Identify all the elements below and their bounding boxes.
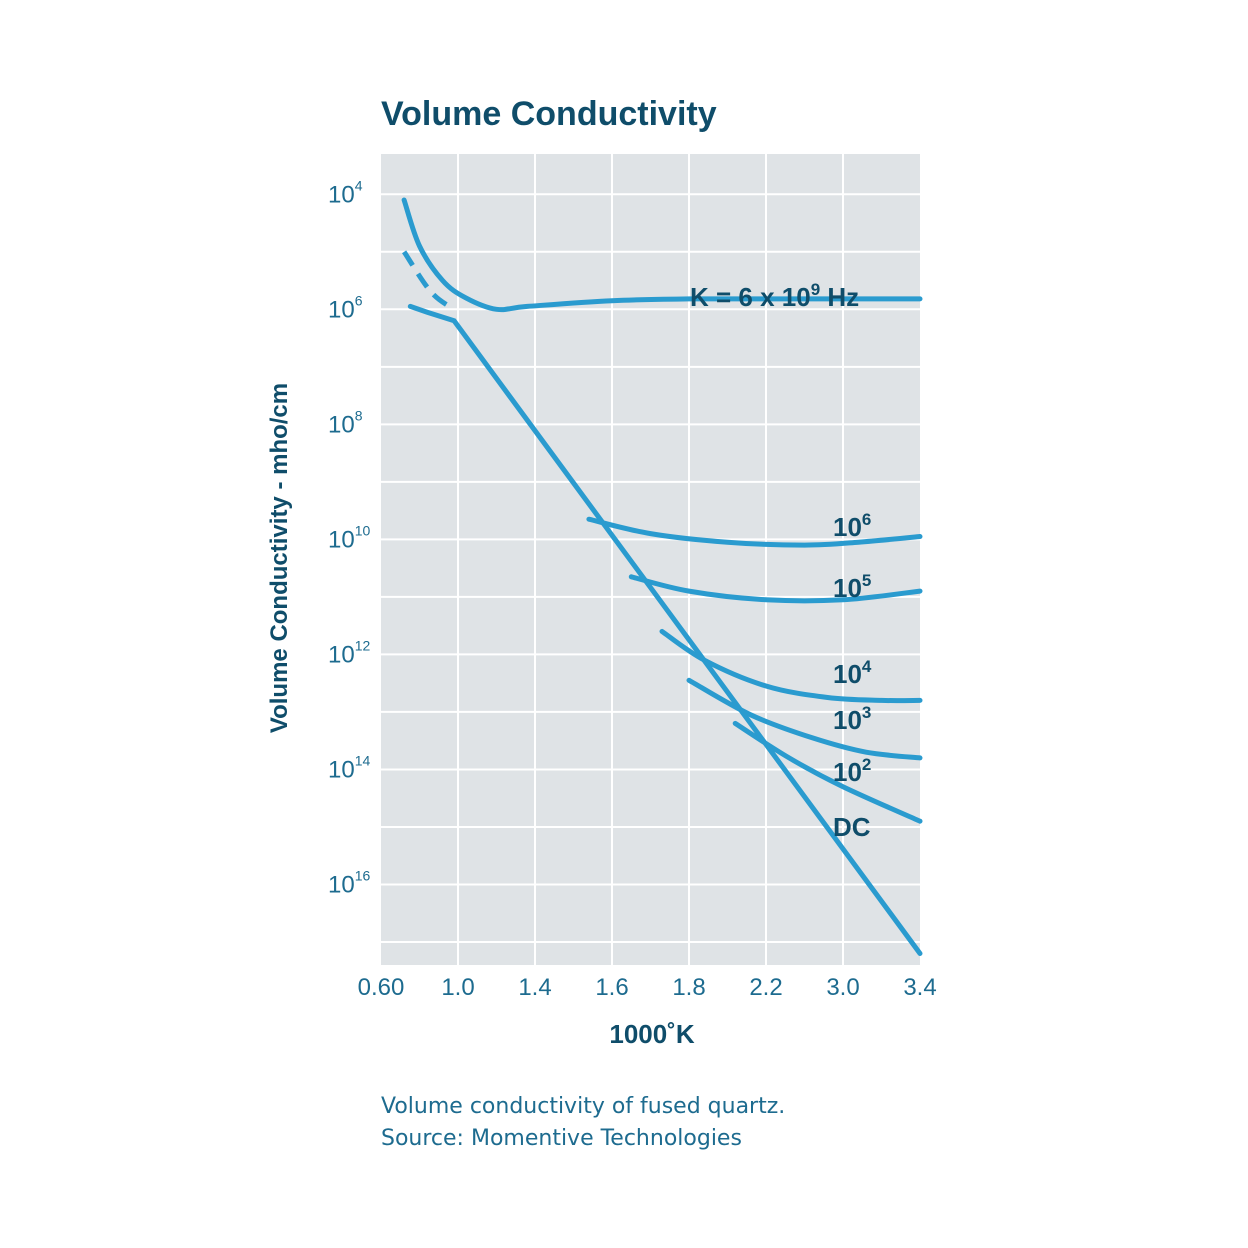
series-line	[586, 516, 923, 548]
x-tick-label: 1.8	[672, 974, 705, 1001]
caption-line-2: Source: Momentive Technologies	[381, 1126, 742, 1151]
series-label: K = 6 x 109 Hz	[690, 280, 859, 312]
y-tick-label: 106	[328, 292, 363, 323]
y-tick-label: 1012	[328, 637, 370, 668]
x-tick-label: 1.0	[441, 974, 474, 1001]
x-tick-label: 2.2	[749, 974, 782, 1001]
series-label: 103	[833, 703, 871, 735]
y-tick-label: 1014	[328, 752, 370, 783]
series-label: 106	[833, 510, 871, 542]
y-tick-label: 1010	[328, 522, 370, 553]
y-axis-label: Volume Conductivity - mho/cm	[266, 383, 293, 733]
y-tick-label: 108	[328, 407, 363, 438]
plot-area: 0.60 1.0 1.4 1.6 1.8 2.2 3.0 3.4 104 106 108 1010 10…	[328, 154, 937, 1001]
series-label: DC	[833, 812, 871, 842]
series-line	[401, 197, 923, 313]
series-label: 102	[833, 755, 871, 787]
series-label: 104	[833, 657, 872, 689]
x-axis-label: 1000˚K	[609, 1019, 694, 1049]
series-line	[407, 303, 923, 956]
series-label: 105	[833, 571, 871, 603]
chart-title: Volume Conductivity	[381, 95, 717, 133]
x-tick-label: 1.6	[595, 974, 628, 1001]
x-tick-label: 3.4	[903, 974, 936, 1001]
series-line	[732, 720, 923, 824]
y-tick-label: 104	[328, 177, 363, 208]
y-tick-label: 1016	[328, 867, 370, 898]
series-line	[686, 677, 923, 761]
caption-line-1: Volume conductivity of fused quartz.	[381, 1094, 786, 1119]
x-tick-label: 1.4	[518, 974, 551, 1001]
series-line-dashed	[402, 250, 456, 312]
series-line	[628, 574, 923, 604]
x-tick-label: 0.60	[358, 974, 405, 1001]
x-tick-label: 3.0	[826, 974, 859, 1001]
